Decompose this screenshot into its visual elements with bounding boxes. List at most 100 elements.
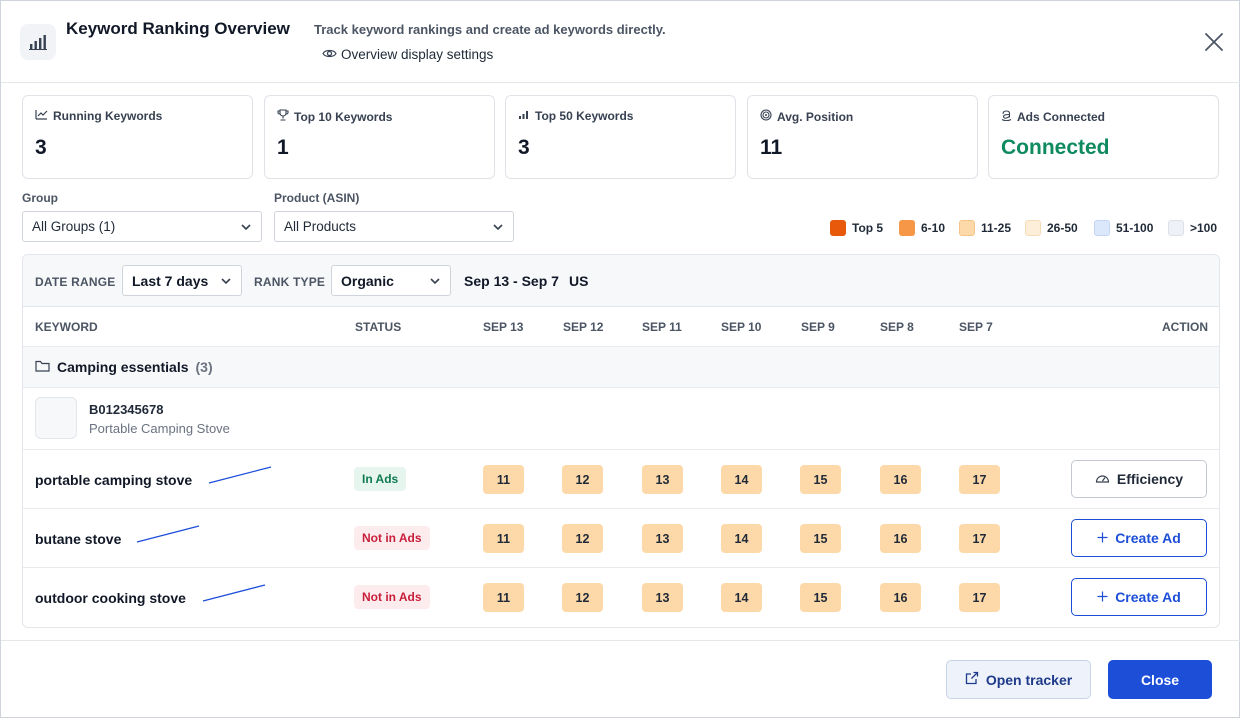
rank-cell: 15 (800, 465, 841, 494)
rank-cell: 12 (562, 524, 603, 553)
close-icon[interactable] (1201, 29, 1227, 55)
product-name: Portable Camping Stove (89, 421, 230, 436)
legend-label: 51-100 (1116, 221, 1154, 235)
rank-type-value: Organic (341, 272, 394, 289)
col-date: SEP 7 (959, 320, 993, 334)
stat-label: Running Keywords (53, 109, 163, 123)
rank-cell: 16 (880, 583, 921, 612)
create-ad-button[interactable]: Create Ad (1071, 578, 1207, 616)
stat-label: Avg. Position (777, 109, 854, 124)
table-toolbar: DATE RANGE Last 7 days RANK TYPE Organic… (23, 255, 1219, 307)
status-badge: Not in Ads (354, 585, 430, 609)
product-select[interactable]: All Products (274, 211, 514, 242)
col-date: SEP 10 (721, 320, 762, 334)
amazon-icon (1001, 109, 1012, 124)
stat-card-top10: Top 10 Keywords 1 (264, 95, 495, 179)
group-row[interactable]: Camping essentials (3) (23, 347, 1219, 388)
date-range-value: Last 7 days (132, 272, 209, 289)
group-select[interactable]: All Groups (1) (22, 211, 262, 242)
legend-6-10: 6-10 (899, 219, 945, 237)
folder-icon (35, 359, 50, 375)
rank-sparkline (208, 466, 272, 484)
legend-swatch (830, 220, 846, 236)
ranking-table-panel: DATE RANGE Last 7 days RANK TYPE Organic… (22, 254, 1220, 628)
rank-cell: 12 (562, 465, 603, 494)
rank-cell: 13 (642, 583, 683, 612)
open-tracker-label: Open tracker (985, 671, 1073, 688)
legend-over-100: >100 (1168, 219, 1217, 237)
date-range-label: DATE RANGE (35, 275, 116, 289)
col-date: SEP 13 (483, 320, 524, 334)
keyword-text: portable camping stove (35, 472, 193, 488)
trend-icon (35, 109, 48, 123)
efficiency-button[interactable]: Efficiency (1071, 460, 1207, 498)
legend-label: >100 (1190, 221, 1218, 235)
efficiency-label: Efficiency (1116, 471, 1184, 487)
chevron-down-icon (428, 274, 442, 291)
product-asin: B012345678 (89, 402, 164, 417)
open-tracker-button[interactable]: Open tracker (946, 660, 1091, 699)
stat-value: 1 (277, 136, 289, 159)
stat-value: 3 (35, 136, 47, 159)
bars-icon (518, 109, 530, 123)
status-badge: In Ads (354, 467, 407, 491)
chevron-down-icon (219, 274, 233, 291)
rank-cell: 14 (721, 583, 762, 612)
col-date: SEP 11 (642, 320, 682, 334)
status-badge: Not in Ads (354, 526, 430, 550)
display-settings-link[interactable]: Overview display settings (322, 47, 493, 62)
rank-cell: 11 (483, 583, 524, 612)
group-name: Camping essentials (57, 359, 189, 375)
legend-label: 26-50 (1047, 221, 1078, 235)
legend-51-100: 51-100 (1094, 219, 1153, 237)
modal-title: Keyword Ranking Overview (66, 19, 290, 38)
trophy-icon (277, 109, 289, 124)
group-count: (3) (195, 359, 213, 375)
legend-top5: Top 5 (830, 219, 883, 237)
stat-value-connected: Connected (1001, 136, 1110, 159)
legend-label: 6-10 (921, 221, 946, 235)
rank-cell: 12 (562, 583, 603, 612)
col-action: ACTION (1162, 320, 1208, 334)
stat-value: 3 (518, 136, 530, 159)
col-date: SEP 9 (801, 320, 835, 334)
legend-swatch (1094, 220, 1110, 236)
rank-cell: 15 (800, 524, 841, 553)
chart-bars-icon (20, 24, 56, 60)
create-ad-button[interactable]: Create Ad (1071, 519, 1207, 557)
country-code: US (569, 273, 589, 289)
legend-swatch (1025, 220, 1041, 236)
legend-label: 11-25 (981, 221, 1012, 235)
rank-sparkline (136, 525, 200, 543)
stat-card-ads-connected: Ads Connected Connected (988, 95, 1219, 179)
table-header: KEYWORD STATUS SEP 13 SEP 12 SEP 11 SEP … (23, 307, 1219, 347)
stat-label: Top 50 Keywords (535, 109, 634, 123)
stat-card-top50: Top 50 Keywords 3 (505, 95, 736, 179)
rank-sparkline (202, 584, 266, 602)
rank-cell: 16 (880, 465, 921, 494)
rank-type-select[interactable]: Organic (331, 265, 451, 296)
legend-swatch (1168, 220, 1184, 236)
stat-card-running-keywords: Running Keywords 3 (22, 95, 253, 179)
chevron-down-icon (491, 220, 505, 237)
modal-header: Keyword Ranking Overview Track keyword r… (1, 1, 1240, 83)
legend-26-50: 26-50 (1025, 219, 1078, 237)
date-range-select[interactable]: Last 7 days (122, 265, 242, 296)
rank-cell: 11 (483, 524, 524, 553)
col-date: SEP 8 (880, 320, 914, 334)
product-row: B012345678 Portable Camping Stove (23, 388, 1219, 450)
legend-swatch (959, 220, 975, 236)
close-button[interactable]: Close (1108, 660, 1212, 699)
col-date: SEP 12 (563, 320, 604, 334)
table-row: outdoor cooking stove Not in Ads 11 12 1… (23, 568, 1219, 627)
external-link-icon (965, 671, 979, 688)
keyword-text: outdoor cooking stove (35, 590, 186, 606)
table-row: butane stove Not in Ads 11 12 13 14 15 1… (23, 509, 1219, 568)
rank-cell: 17 (959, 524, 1000, 553)
col-status: STATUS (355, 320, 402, 334)
legend-swatch (899, 220, 915, 236)
create-ad-label: Create Ad (1115, 589, 1181, 605)
rank-cell: 16 (880, 524, 921, 553)
group-filter-label: Group (22, 191, 58, 205)
